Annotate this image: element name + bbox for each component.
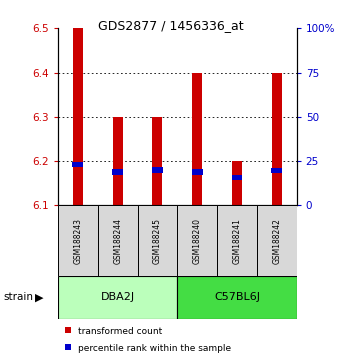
Bar (177, 205, 217, 276)
Text: GSM188244: GSM188244 (113, 218, 122, 264)
Bar (112, 170, 123, 175)
Bar (152, 117, 162, 205)
Text: GSM188242: GSM188242 (272, 218, 281, 264)
Bar (113, 117, 123, 205)
Text: GSM188245: GSM188245 (153, 218, 162, 264)
Bar (58, 276, 177, 319)
Text: transformed count: transformed count (78, 327, 162, 336)
Bar (58, 205, 98, 276)
Text: GSM188241: GSM188241 (233, 218, 241, 264)
Bar (217, 205, 257, 276)
Bar (72, 161, 83, 167)
Text: percentile rank within the sample: percentile rank within the sample (78, 344, 231, 353)
Bar (152, 167, 163, 173)
Text: strain: strain (3, 292, 33, 302)
Text: ▶: ▶ (35, 292, 43, 302)
Bar (73, 28, 83, 205)
Text: C57BL6J: C57BL6J (214, 292, 260, 302)
Bar (232, 161, 242, 205)
Text: GSM188240: GSM188240 (193, 218, 202, 264)
Bar (271, 168, 282, 173)
Bar (137, 205, 177, 276)
Bar (272, 73, 282, 205)
Bar (192, 170, 203, 175)
Text: GDS2877 / 1456336_at: GDS2877 / 1456336_at (98, 19, 243, 33)
Bar (192, 73, 202, 205)
Bar (177, 276, 297, 319)
Text: GSM188243: GSM188243 (73, 218, 83, 264)
Bar (98, 205, 137, 276)
Bar (257, 205, 297, 276)
Bar (232, 175, 242, 180)
Text: DBA2J: DBA2J (101, 292, 135, 302)
